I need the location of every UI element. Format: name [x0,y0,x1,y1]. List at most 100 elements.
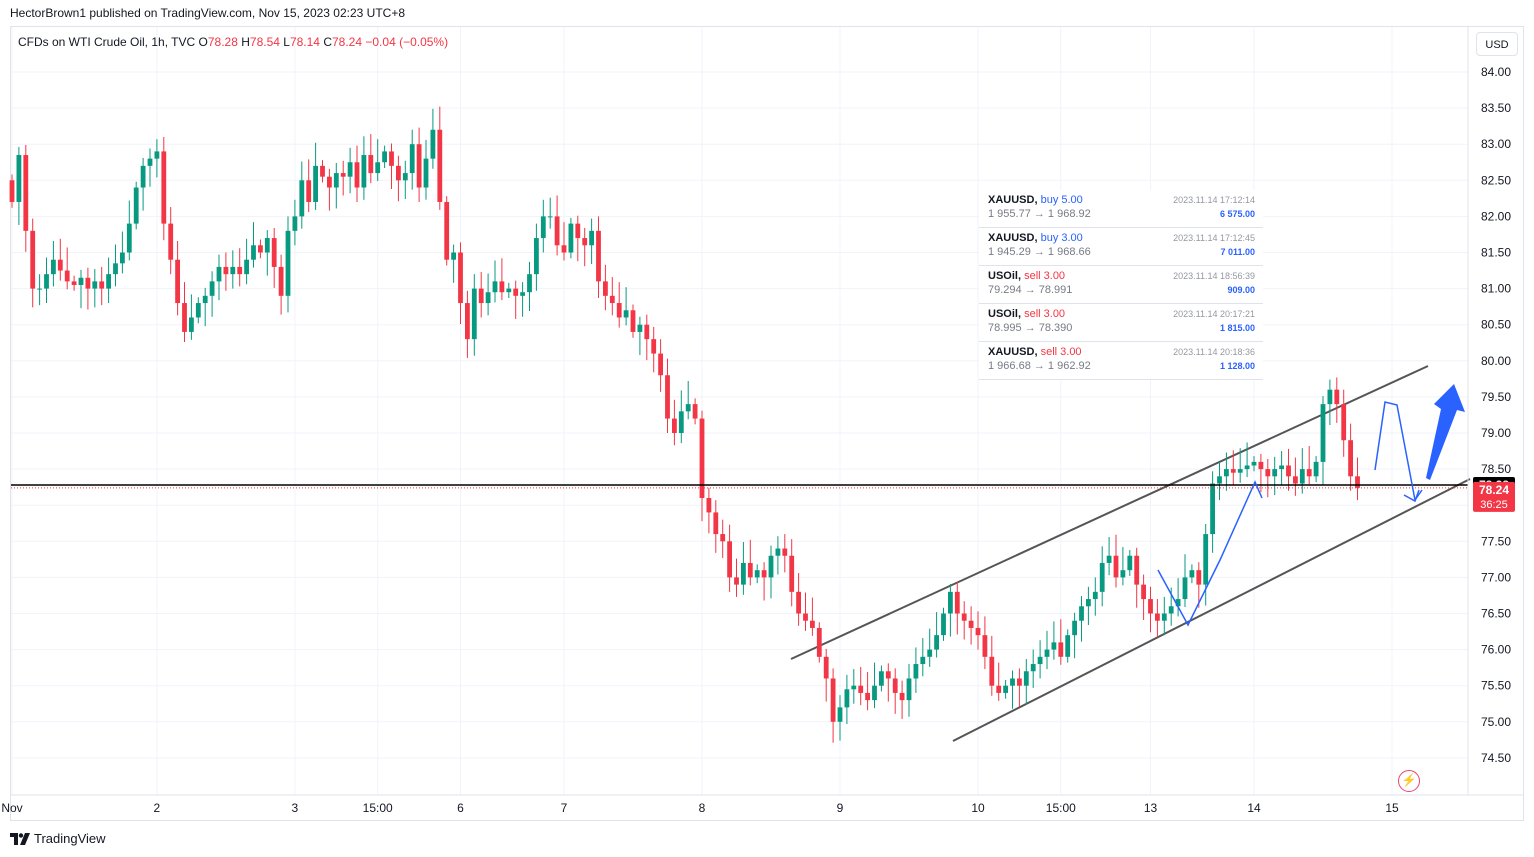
y-tick-label: 75.50 [1481,679,1511,693]
candle [1306,445,1312,485]
candle [271,227,277,288]
trade-prices: 1 966.68 → 1 962.92 [988,360,1091,372]
candle-body [582,238,588,246]
candle-body [1079,606,1084,621]
candle-body [616,303,622,318]
candle-body [1320,404,1326,462]
candle-body [1313,461,1319,477]
candle-body [920,656,926,665]
y-tick-label: 79.00 [1481,426,1511,440]
candle [1299,448,1305,494]
y-tick-label: 81.00 [1481,282,1511,296]
candle [333,162,339,209]
candle [954,581,960,635]
y-tick-label: 79.50 [1481,390,1511,404]
projection-drawing [1157,384,1465,627]
x-tick-label: 10 [971,801,985,815]
symbol-legend: CFDs on WTI Crude Oil, 1h, TVC O78.28 H7… [18,35,448,49]
candle-body [1010,678,1015,686]
candle-body [1196,570,1202,585]
candle [402,160,408,200]
candle [375,139,381,182]
candle-body [92,281,98,289]
candle [44,257,49,304]
candle-body [292,216,298,231]
candle [885,663,891,702]
candle [685,381,691,420]
candle-body [872,685,877,701]
candle-body [320,165,325,177]
candle [499,258,505,301]
candle [451,244,456,283]
candle-body [1003,685,1008,693]
currency-button[interactable]: USD [1476,32,1518,56]
candle [672,399,677,446]
candle-body [1058,642,1064,657]
candle [437,106,443,210]
candle [1155,599,1160,638]
candle-body [478,288,484,304]
candle-body [892,678,898,693]
candle-body [754,570,760,578]
candle [1355,457,1360,501]
candle [547,197,553,229]
lightning-icon[interactable]: ⚡ [1398,770,1420,792]
candle [1127,549,1133,576]
channel-upper-line [790,365,1429,660]
candle-body [513,288,519,296]
candle-body [368,155,374,174]
candle [775,536,781,575]
candle [223,252,229,291]
candle [1113,534,1119,588]
candle [244,238,249,285]
y-tick-label: 81.50 [1481,246,1511,260]
candle-body [1113,555,1119,578]
chart-frame [10,26,1524,821]
candle [278,254,284,315]
x-tick-label: 9 [837,801,844,815]
candle-body [961,613,967,621]
candle-body [51,259,56,275]
candle-body [830,678,836,722]
candle [1203,523,1209,606]
candle [458,242,463,324]
candle-body [589,230,594,246]
candle [478,271,484,318]
candle [1037,640,1043,679]
candle [1341,389,1347,457]
candle-body [851,685,857,690]
candle-body [99,281,105,289]
candle-body [837,707,843,722]
candle [1272,456,1278,496]
candle-body [975,627,981,636]
candle-body [306,180,312,202]
candle-body [78,277,84,285]
candle-body [244,259,249,275]
symbol-title: CFDs on WTI Crude Oil, 1h, TVC [18,35,196,49]
candle [161,136,167,241]
tradingview-brand[interactable]: TradingView [10,831,106,846]
candle [416,127,422,202]
candle [320,160,325,183]
candle [1230,450,1236,485]
candle [92,269,98,308]
candle [678,390,684,444]
candle [1017,668,1022,707]
candle [51,240,56,287]
candle-body [161,151,167,224]
trade-profit: 1 128.00 [1219,361,1255,371]
candle-body [375,162,381,174]
candle [540,199,546,253]
trade-prices: 1 945.29 → 1 968.66 [988,246,1091,258]
candle-body [720,534,726,542]
candle-body [1306,469,1312,477]
candle-body [899,692,905,701]
candle-body [23,155,29,231]
candle-body [1155,613,1160,621]
candle [789,539,795,607]
candle [182,282,187,343]
trade-row: XAUUSD, buy 5.00 1 955.77 → 1 968.92 2023.… [979,190,1263,228]
candle [423,139,429,200]
candle-body [1293,476,1298,484]
